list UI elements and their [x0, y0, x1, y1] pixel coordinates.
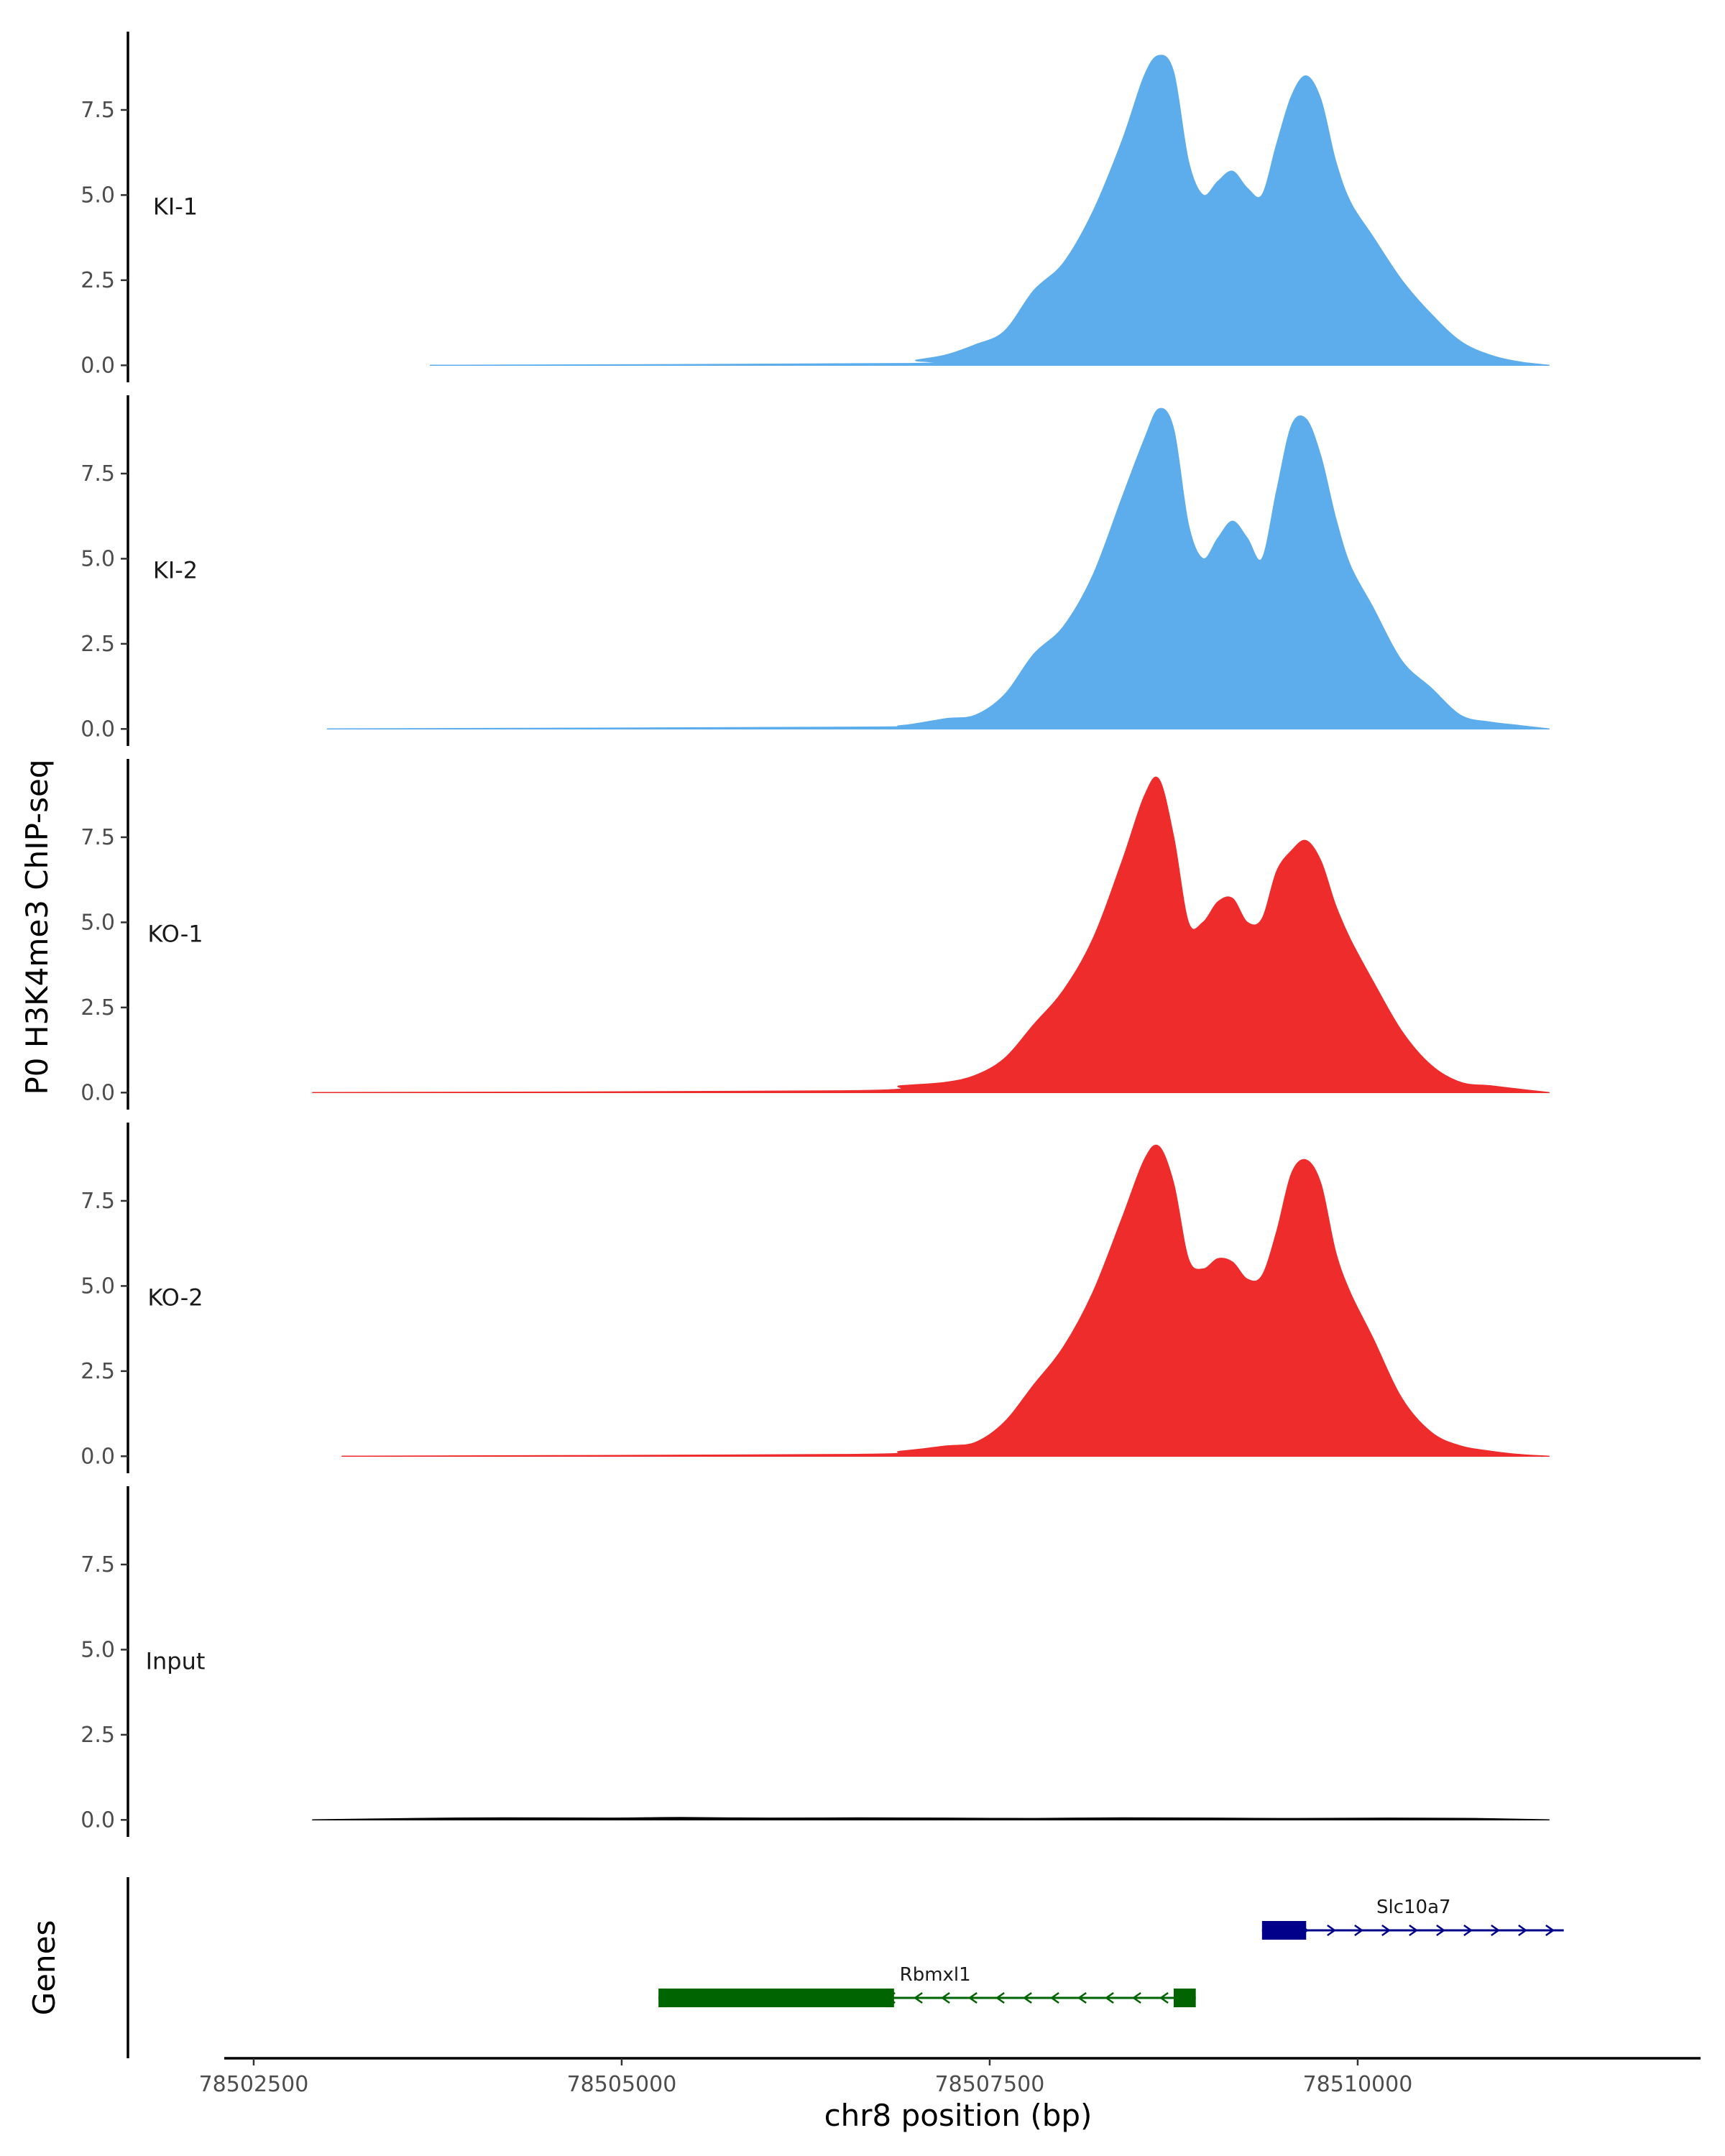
y-tick-label: 0.0: [80, 1080, 115, 1105]
strand-chevron: [1327, 1924, 1337, 1937]
y-tick-label: 0.0: [80, 353, 115, 378]
y-tick-label: 2.5: [80, 268, 115, 293]
track-label: KO-2: [147, 1284, 203, 1311]
strand-chevron: [1022, 1991, 1032, 2004]
strand-chevron: [1491, 1924, 1501, 1937]
y-tick-label: 5.0: [80, 910, 115, 935]
y-tick-label: 2.5: [80, 1359, 115, 1384]
genes-panel: Genes Slc10a7 Rbmxl1 78502500 78505000 785075…: [27, 1877, 1701, 2097]
y-tick-label: 7.5: [80, 98, 115, 123]
y-axis-title: P0 H3K4me3 ChIP-seq: [19, 759, 55, 1095]
y-tick-label: 0.0: [80, 717, 115, 742]
gene-exon: [658, 1989, 894, 2007]
genes-axis-title: Genes: [27, 1920, 62, 2016]
strand-chevron: [1354, 1924, 1364, 1937]
track-panel-ko-1: 0.0 2.5 5.0 7.5 KO-1: [80, 759, 1550, 1110]
y-tick-label: 2.5: [80, 1723, 115, 1748]
strand-chevron: [995, 1991, 1005, 2004]
x-axis-title: chr8 position (bp): [824, 2098, 1092, 2133]
coverage-area-ko-2: [341, 1144, 1550, 1457]
coverage-area-ko-1: [312, 776, 1550, 1094]
y-tick-label: 0.0: [80, 1807, 115, 1833]
track-label: Input: [146, 1647, 206, 1674]
coverage-area-input: [312, 1817, 1550, 1821]
track-panel-ko-2: 0.0 2.5 5.0 7.5 KO-2: [80, 1123, 1550, 1473]
track-panel-ki-1: 0.0 2.5 5.0 7.5 KI-1: [80, 32, 1550, 382]
y-tick-label: 5.0: [80, 183, 115, 208]
track-panel-ki-2: 0.0 2.5 5.0 7.5 KI-2: [80, 395, 1550, 746]
coverage-area-ki-1: [429, 55, 1550, 367]
strand-chevron: [940, 1991, 950, 2004]
gene-exon: [1261, 1921, 1307, 1940]
gene-rbmxl1: Rbmxl1: [658, 1964, 1196, 2007]
y-tick-label: 5.0: [80, 1273, 115, 1299]
strand-chevron: [1104, 1991, 1114, 2004]
tracks-layer: 0.0 2.5 5.0 7.5 KI-1 0.0 2.5 5.0 7.5 KI-2 0.0 2.5 5.…: [80, 32, 1550, 1837]
gene-label: Rbmxl1: [900, 1964, 971, 1986]
x-tick-label: 78510000: [1303, 2072, 1413, 2097]
y-tick-label: 5.0: [80, 1637, 115, 1662]
strand-chevron: [1463, 1924, 1473, 1937]
y-tick-label: 7.5: [80, 1552, 115, 1577]
strand-chevron: [1131, 1991, 1141, 2004]
strand-chevron: [913, 1991, 923, 2004]
y-tick-label: 2.5: [80, 632, 115, 657]
gene-label: Slc10a7: [1376, 1897, 1451, 1918]
x-tick-label: 78507500: [935, 2072, 1045, 2097]
y-tick-label: 0.0: [80, 1444, 115, 1469]
track-panel-input: 0.0 2.5 5.0 7.5 Input: [80, 1486, 1550, 1837]
track-label: KI-1: [153, 193, 198, 220]
coverage-area-ki-2: [326, 407, 1550, 730]
track-label: KI-2: [153, 556, 198, 584]
y-tick-label: 7.5: [80, 461, 115, 487]
strand-chevron: [1159, 1991, 1169, 2004]
strand-chevron: [967, 1991, 978, 2004]
x-axis: 78502500 78505000 78507500 78510000: [199, 2057, 1701, 2097]
strand-chevron: [1409, 1924, 1419, 1937]
strand-chevron: [1077, 1991, 1087, 2004]
gene-exon: [1173, 1989, 1196, 2007]
x-tick-label: 78502500: [199, 2072, 309, 2097]
strand-chevron: [1518, 1924, 1528, 1937]
gene-slc10a7: Slc10a7: [1261, 1897, 1564, 1940]
strand-chevron: [1545, 1924, 1555, 1937]
y-tick-label: 5.0: [80, 546, 115, 571]
x-tick-label: 78505000: [567, 2072, 677, 2097]
strand-chevron: [1381, 1924, 1392, 1937]
strand-chevron: [1049, 1991, 1059, 2004]
track-label: KO-1: [147, 920, 203, 947]
y-tick-label: 7.5: [80, 825, 115, 850]
y-tick-label: 7.5: [80, 1189, 115, 1214]
strand-chevron: [1436, 1924, 1446, 1937]
y-tick-label: 2.5: [80, 995, 115, 1021]
